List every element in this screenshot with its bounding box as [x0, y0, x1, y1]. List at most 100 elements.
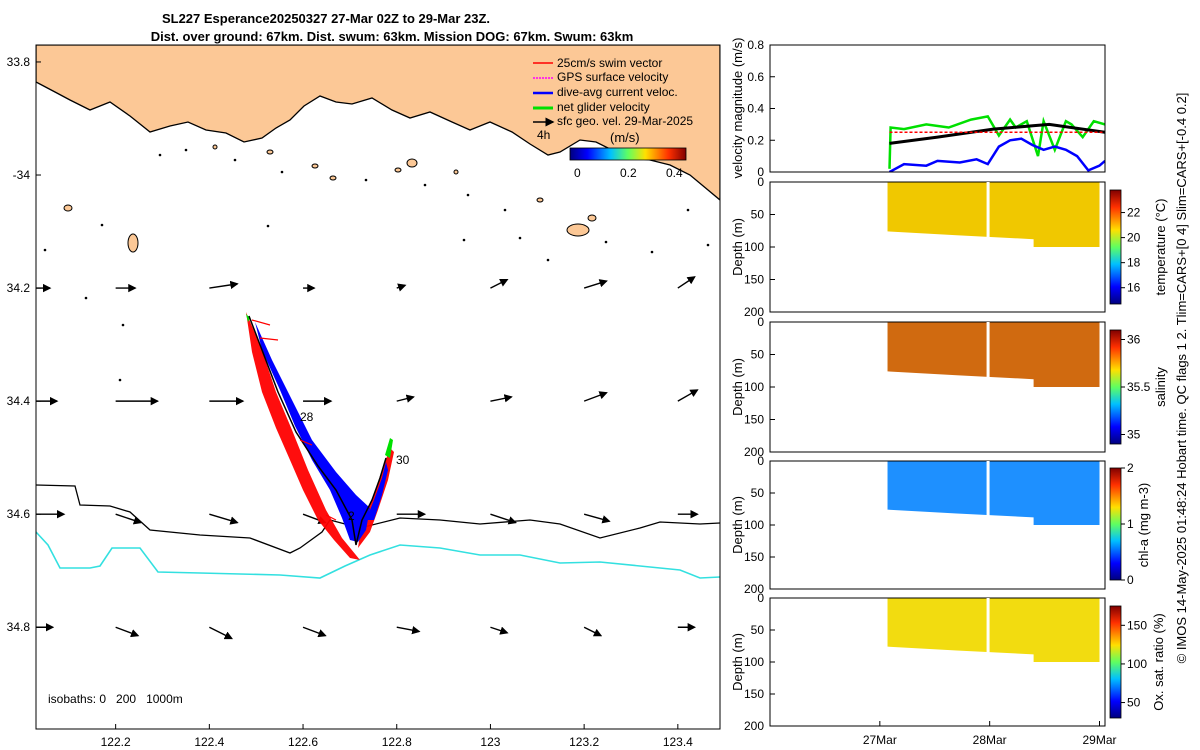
- map-colorbar-tick-2: 0.4: [666, 166, 683, 180]
- geo-vector: [490, 279, 509, 289]
- geo-vector: [396, 283, 407, 292]
- geo-vector: [583, 513, 611, 524]
- chla-colorbar-ticks: 0 1 2: [1121, 461, 1134, 587]
- oxsat-panel: Depth (m) Ox. sat. ratio (%) 0 50 100 150 20…: [730, 591, 1166, 733]
- islands: [63, 144, 597, 253]
- map-frame: [35, 44, 721, 730]
- isobath-note: isobaths: 0 200 1000m: [48, 692, 183, 706]
- temperature-colorbar-ticks: 16 18 20 22: [1121, 206, 1141, 295]
- geo-vector: [302, 626, 327, 638]
- map-xtick-label: 122.6: [288, 735, 318, 749]
- depth-tick-label: 150: [744, 273, 764, 287]
- time-tick-label: 29Mar: [1083, 733, 1117, 747]
- figure-title-line1: SL227 Esperance20250327 27-Mar 02Z to 29…: [162, 11, 490, 26]
- swim-vector-arrows: [251, 319, 337, 521]
- map-colorbar: [569, 147, 687, 161]
- colorbar-tick-label: 35: [1127, 428, 1141, 442]
- legend-gps: GPS surface velocity: [557, 70, 668, 84]
- temperature-colorbar: [1109, 189, 1122, 305]
- velocity-ytick-label: 0.2: [747, 133, 764, 147]
- depth-tick-label: 100: [744, 655, 764, 669]
- velocity-y-axis: 0 0.2 0.4 0.6 0.8: [747, 38, 775, 179]
- section-gap: [986, 461, 990, 529]
- velocity-series-line: [889, 122, 1105, 145]
- colorbar-tick-label: 2: [1127, 461, 1134, 475]
- map-y-axis: 33.8 -34 34.2 34.4 34.6 34.8: [7, 55, 41, 634]
- velocity-series: [888, 115, 1105, 172]
- geo-vector: [583, 626, 603, 637]
- colorbar-tick-label: 20: [1127, 231, 1141, 245]
- depth-tick-label: 50: [751, 623, 765, 637]
- chla-colorbar: [1109, 467, 1122, 581]
- colorbar-tick-label: 1: [1127, 517, 1134, 531]
- depth-tick-label: 100: [744, 380, 764, 394]
- salinity-colorbar-ticks: 35 35.5 36: [1121, 333, 1151, 442]
- depth-tick-label: 200: [744, 719, 764, 733]
- day-label-28: 28: [300, 410, 314, 424]
- glider-track: [246, 312, 394, 560]
- chla-y-axis: 0 50 100 150 200: [744, 454, 775, 596]
- geo-vector: [396, 394, 415, 403]
- depth-tick-label: 0: [757, 315, 764, 329]
- depth-tick-label: 100: [744, 518, 764, 532]
- day-label-29: 2: [348, 509, 355, 523]
- velocity-ytick-label: 0.6: [747, 70, 764, 84]
- geo-vector: [583, 279, 608, 289]
- track-map: 28 2 30 25cm/s swim vector GPS surface v…: [7, 44, 721, 749]
- geo-vector: [583, 391, 608, 402]
- section-gap: [986, 182, 990, 251]
- map-ytick-label: 33.8: [7, 55, 31, 69]
- geo-vector: [209, 280, 239, 290]
- time-tick-label: 28Mar: [973, 733, 1007, 747]
- map-ytick-label: 34.8: [7, 620, 31, 634]
- depth-tick-label: 0: [757, 591, 764, 605]
- colorbar-tick-label: 22: [1127, 206, 1141, 220]
- map-xtick-label: 122.8: [382, 735, 412, 749]
- geo-vector: [490, 513, 517, 525]
- depth-tick-label: 200: [744, 305, 764, 319]
- geo-vector: [115, 626, 140, 638]
- map-ytick-label: 34.4: [7, 394, 31, 408]
- map-legend: 25cm/s swim vector GPS surface velocity …: [533, 56, 693, 180]
- salinity-panel: Depth (m) salinity 0 50 100 150 200 35 35.5 36: [730, 315, 1168, 459]
- colorbar-tick-label: 35.5: [1127, 380, 1151, 394]
- colorbar-tick-label: 0: [1127, 573, 1134, 587]
- depth-tick-label: 150: [744, 413, 764, 427]
- oxsat-colorbar-ticks: 50 100 150: [1121, 618, 1147, 710]
- colorbar-tick-label: 36: [1127, 333, 1141, 347]
- salinity-colorbar: [1109, 329, 1122, 445]
- oxsat-section: [887, 598, 1100, 662]
- legend-extra-4h: 4h: [537, 128, 550, 142]
- geo-vector: [396, 626, 421, 635]
- depth-tick-label: 0: [757, 454, 764, 468]
- velocity-series-line: [888, 137, 1105, 172]
- isobath-1000m: [36, 531, 720, 579]
- legend-geo: sfc geo. vel. 29-Mar-2025: [557, 114, 693, 128]
- section-gap: [986, 598, 990, 666]
- chla-ylabel: Depth (m): [730, 496, 745, 554]
- depth-tick-label: 150: [744, 687, 764, 701]
- depth-tick-label: 50: [751, 348, 765, 362]
- map-xtick-label: 122.2: [101, 735, 131, 749]
- depth-tick-label: 50: [751, 208, 765, 222]
- depth-tick-label: 0: [757, 175, 764, 189]
- map-xtick-label: 123.2: [569, 735, 599, 749]
- depth-tick-label: 150: [744, 550, 764, 564]
- oxsat-y-axis: 0 50 100 150 200: [744, 591, 775, 733]
- salinity-clabel: salinity: [1153, 367, 1168, 407]
- depth-tick-label: 100: [744, 240, 764, 254]
- map-xtick-label: 123.4: [663, 735, 693, 749]
- depth-tick-label: 50: [751, 486, 765, 500]
- depth-tick-label: 200: [744, 582, 764, 596]
- time-axis: 27Mar 28Mar 29Mar: [863, 721, 1117, 747]
- rocks: [43, 148, 710, 382]
- geo-vector: [209, 626, 233, 640]
- geo-vector-field: [36, 276, 699, 640]
- velocity-ytick-label: 0.8: [747, 38, 764, 52]
- temperature-ylabel: Depth (m): [730, 218, 745, 276]
- geo-vector: [209, 513, 239, 525]
- chla-section: [887, 461, 1100, 525]
- glider-track-line: [248, 315, 387, 546]
- oxsat-ylabel: Depth (m): [730, 633, 745, 691]
- legend-swim: 25cm/s swim vector: [557, 56, 662, 70]
